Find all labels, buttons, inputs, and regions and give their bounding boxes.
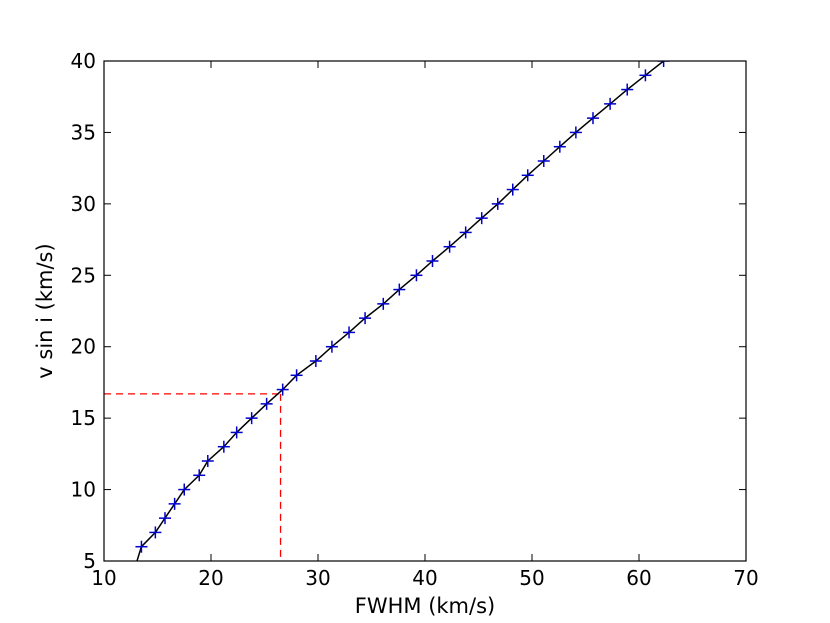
- data-point-marker: [245, 412, 258, 425]
- data-point-marker: [325, 340, 338, 353]
- x-tick-label: 40: [412, 566, 437, 590]
- x-tick-label: 60: [626, 566, 651, 590]
- reference-lines-layer: [104, 393, 282, 561]
- data-point-marker: [359, 312, 372, 325]
- y-tick-label: 10: [71, 478, 96, 502]
- y-tick-label: 20: [71, 335, 96, 359]
- series-markers-layer: [135, 61, 670, 553]
- y-axis-label: v sin i (km/s): [33, 243, 57, 378]
- data-point-marker: [377, 297, 390, 310]
- data-point-marker: [230, 426, 243, 439]
- data-point-marker: [343, 326, 356, 339]
- y-tick-label: 5: [83, 549, 96, 573]
- data-point-marker: [168, 497, 181, 510]
- y-tick-label: 30: [71, 192, 96, 216]
- data-point-marker: [149, 526, 162, 539]
- x-tick-label: 50: [519, 566, 544, 590]
- data-point-marker: [178, 483, 191, 496]
- data-point-marker: [506, 183, 519, 196]
- plot-frame: [103, 60, 747, 562]
- data-point-marker: [158, 512, 171, 525]
- data-point-marker: [475, 212, 488, 225]
- data-point-marker: [410, 269, 423, 282]
- data-point-marker: [217, 440, 230, 453]
- data-point-marker: [604, 97, 617, 110]
- data-point-marker: [639, 69, 652, 82]
- data-point-marker: [586, 112, 599, 125]
- data-point-marker: [309, 355, 322, 367]
- series-line-layer: [136, 61, 665, 561]
- data-point-marker: [569, 126, 582, 139]
- data-point-marker: [193, 469, 206, 482]
- y-tick-label: 35: [71, 120, 96, 144]
- x-tick-label: 30: [305, 566, 330, 590]
- data-point-marker: [491, 197, 504, 210]
- data-point-marker: [459, 226, 472, 239]
- data-point-marker: [260, 397, 273, 410]
- data-point-marker: [443, 240, 456, 253]
- data-point-marker: [621, 83, 634, 96]
- x-axis-label: FWHM (km/s): [355, 594, 495, 618]
- data-point-marker: [521, 169, 534, 182]
- data-point-marker: [290, 369, 303, 382]
- x-tick-label: 20: [198, 566, 223, 590]
- data-point-marker: [393, 283, 406, 296]
- x-tick-label: 70: [733, 566, 758, 590]
- data-point-marker: [135, 540, 148, 553]
- x-tick-label: 10: [91, 566, 116, 590]
- data-point-marker: [657, 61, 670, 67]
- y-tick-label: 40: [71, 49, 96, 73]
- y-tick-label: 15: [71, 406, 96, 430]
- y-tick-label: 25: [71, 263, 96, 287]
- data-point-marker: [276, 383, 289, 396]
- data-point-marker: [426, 255, 439, 267]
- data-point-marker: [553, 140, 566, 153]
- data-point-marker: [537, 155, 550, 167]
- data-point-marker: [201, 455, 214, 467]
- series-line: [136, 61, 665, 561]
